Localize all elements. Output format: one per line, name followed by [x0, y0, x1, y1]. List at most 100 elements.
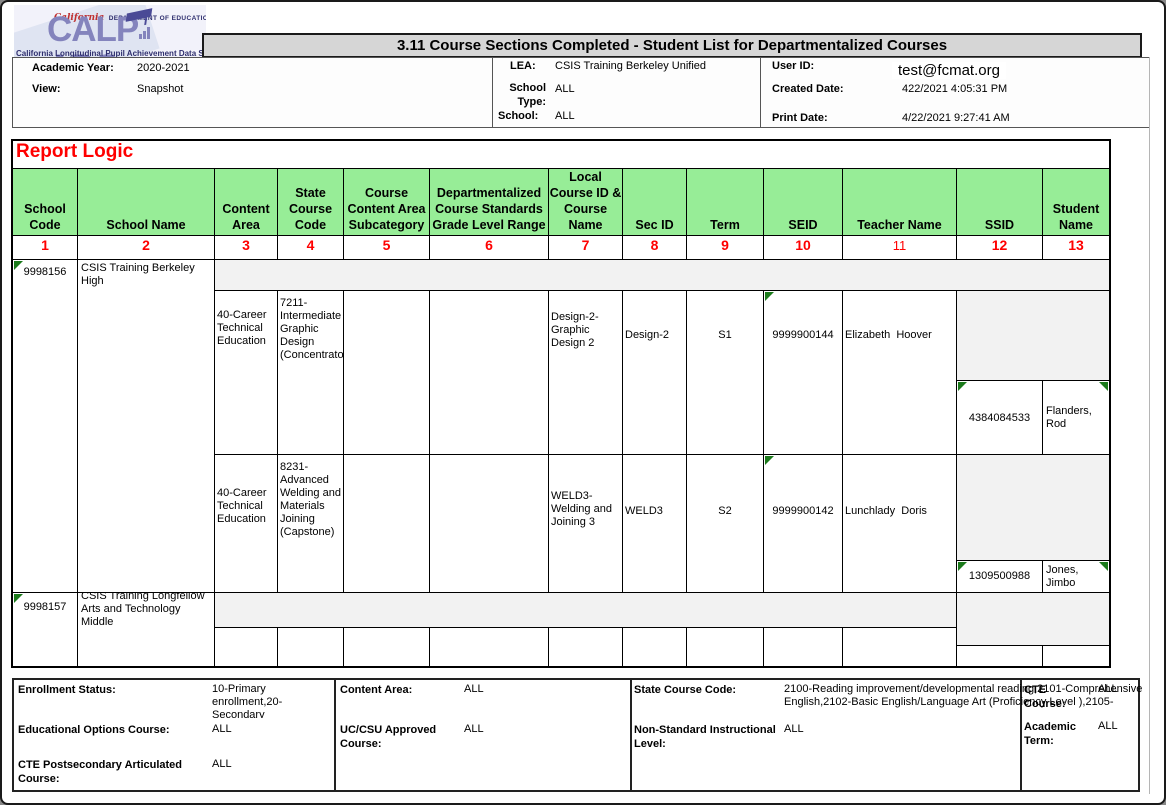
- column-header-sec-id: Sec ID: [622, 168, 687, 236]
- student-columns-merged-area: [956, 592, 1110, 646]
- academic-term-value: ALL: [1098, 720, 1118, 732]
- column-number-13: 13: [1042, 235, 1110, 260]
- comment-marker-icon: [14, 261, 23, 270]
- school-value: ALL: [555, 110, 575, 122]
- academic-year-label: Academic Year:: [32, 62, 114, 74]
- column-header-seid: SEID: [763, 168, 843, 236]
- empty-subcategory-cell: [343, 627, 430, 667]
- report-logic-title: Report Logic: [16, 141, 134, 162]
- student-columns-merged-area: [956, 290, 1110, 381]
- column-number-5: 5: [343, 235, 430, 260]
- logo-department-line: California DEPARTMENT OF EDUCATION: [54, 7, 206, 25]
- enrollment-status-value: 10-Primary enrollment,20-Secondary: [212, 683, 283, 718]
- column-number-3: 3: [214, 235, 278, 260]
- educational-options-label: Educational Options Course:: [18, 724, 170, 736]
- column-number-8: 8: [622, 235, 687, 260]
- term-cell: S2: [718, 505, 732, 517]
- empty-seid-cell: [763, 627, 843, 667]
- empty-teacher-cell: [842, 627, 957, 667]
- empty-local-course-cell: [548, 627, 623, 667]
- user-id-value: test@fcmat.org: [892, 62, 1006, 79]
- state-course-code-filter-value: 2100-Reading improvement/developmental r…: [784, 683, 1143, 708]
- column-header-course-content-area-subcategory: Course Content Area Subcategory: [343, 168, 430, 236]
- filter-divider: [1020, 678, 1022, 792]
- academic-term-label: Academic Term:: [1024, 721, 1076, 747]
- student-columns-merged-area: [956, 454, 1110, 561]
- column-number-10: 10: [763, 235, 843, 260]
- column-number-9: 9: [686, 235, 764, 260]
- column-number-12: 12: [956, 235, 1043, 260]
- non-standard-value: ALL: [784, 723, 804, 735]
- term-cell: S1: [718, 329, 732, 341]
- page-right-rule: [1149, 57, 1150, 794]
- academic-year-value: 2020-2021: [137, 62, 190, 74]
- seid-cell: 9999900144: [772, 329, 834, 341]
- column-header-content-area: Content Area: [214, 168, 278, 236]
- teacher-name-cell: Lunchlady Doris: [845, 505, 927, 517]
- filter-summary-box: [12, 678, 1140, 792]
- user-id-label: User ID:: [772, 60, 815, 72]
- column-header-local-course: Local Course ID & Course Name: [548, 168, 623, 236]
- school-code-cell: 9998156: [12, 259, 78, 593]
- school-label: School:: [498, 110, 539, 122]
- cte-postsecondary-value: ALL: [212, 758, 232, 770]
- logo-tagline: California Longitudinal Pupil Achievemen…: [16, 49, 206, 58]
- column-header-teacher-name: Teacher Name: [842, 168, 957, 236]
- empty-grade-range-cell: [429, 627, 549, 667]
- comment-marker-icon: [765, 456, 774, 465]
- teacher-name-cell: Elizabeth Hoover: [845, 329, 932, 341]
- uc-csu-value: ALL: [464, 723, 484, 735]
- view-label: View:: [32, 83, 61, 95]
- print-date-value: 4/22/2021 9:27:41 AM: [902, 112, 1010, 124]
- column-header-ssid: SSID: [956, 168, 1043, 236]
- column-header-state-course-code: State Course Code: [277, 168, 344, 236]
- column-header-school-code: School Code: [12, 168, 78, 236]
- empty-student-name-cell: [1042, 645, 1110, 667]
- school-type-value: ALL: [555, 83, 575, 95]
- sec-id-cell: WELD3: [625, 505, 663, 517]
- report-title-bar: 3.11 Course Sections Completed - Student…: [202, 33, 1142, 58]
- calpads-logo: California DEPARTMENT OF EDUCATION CALPA…: [14, 5, 206, 58]
- column-number-1: 1: [12, 235, 78, 260]
- lea-label: LEA:: [510, 60, 536, 72]
- column-header-term: Term: [686, 168, 764, 236]
- comment-marker-icon: [1099, 562, 1108, 571]
- cte-course-label: CTE Course:: [1024, 684, 1066, 710]
- content-area-cell: 40-Career Technical Education: [217, 309, 267, 347]
- school-name-cell: CSIS Training Berkeley High: [77, 259, 215, 593]
- lea-value: CSIS Training Berkeley Unified: [555, 60, 707, 72]
- ssid-cell: 1309500988: [956, 560, 1043, 593]
- school-row-merged-area: [214, 259, 1110, 291]
- non-standard-label: Non-Standard Instructional Level:: [634, 724, 776, 750]
- column-number-11: 11: [842, 235, 957, 260]
- logo-wordmark-right: ADS: [47, 48, 119, 59]
- content-area-cell: 40-Career Technical Education: [217, 487, 267, 525]
- column-header-departmentalized-grade-range: Departmentalized Course Standards Grade …: [429, 168, 549, 236]
- comment-marker-icon: [958, 382, 967, 391]
- comment-marker-icon: [958, 562, 967, 571]
- comment-marker-icon: [765, 292, 774, 301]
- column-header-school-name: School Name: [77, 168, 215, 236]
- content-area-filter-value: ALL: [464, 683, 484, 695]
- logo-department-text: DEPARTMENT OF EDUCATION: [108, 15, 206, 22]
- empty-ssid-cell: [956, 645, 1043, 667]
- ssid-cell: 4384084533: [956, 380, 1043, 456]
- student-name-cell: Flanders, Rod: [1042, 380, 1110, 456]
- empty-content-area-cell: [214, 627, 278, 667]
- cte-course-value: ALL: [1098, 683, 1118, 695]
- view-value: Snapshot: [137, 83, 184, 95]
- empty-term-cell: [686, 627, 764, 667]
- uc-csu-label: UC/CSU Approved Course:: [340, 724, 437, 750]
- state-course-code-filter-label: State Course Code:: [634, 684, 737, 696]
- header-divider: [760, 57, 761, 128]
- local-course-cell: WELD3-Welding and Joining 3: [551, 490, 612, 528]
- column-header-student-name: Student Name: [1042, 168, 1110, 236]
- school-name-text: CSIS Training Longfellow Arts and Techno…: [81, 592, 205, 628]
- cte-postsecondary-label: CTE Postsecondary Articulated Course:: [18, 759, 183, 785]
- comment-marker-icon: [14, 594, 23, 603]
- seid-cell: 9999900142: [772, 505, 834, 517]
- departmentalized-grade-range-cell: [429, 290, 549, 455]
- bar-chart-icon: [139, 27, 152, 41]
- print-date-label: Print Date:: [772, 112, 828, 124]
